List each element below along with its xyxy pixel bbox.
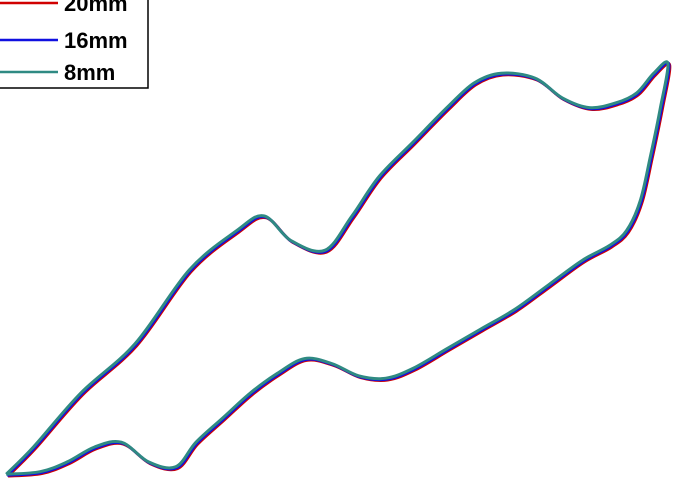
legend-entry-2: 16mm [0,28,128,53]
legend-box [0,0,149,89]
legend-entry-3: 8mm [0,60,115,85]
legend-label-3: 8mm [64,60,115,85]
series-line-8mm [5,60,670,476]
legend-entry-1: 20mm [0,0,128,16]
plot-area [5,60,672,478]
legend-label-2: 16mm [64,28,128,53]
legend-label-1: 20mm [64,0,128,16]
legend: 20mm 16mm 8mm [0,0,149,89]
